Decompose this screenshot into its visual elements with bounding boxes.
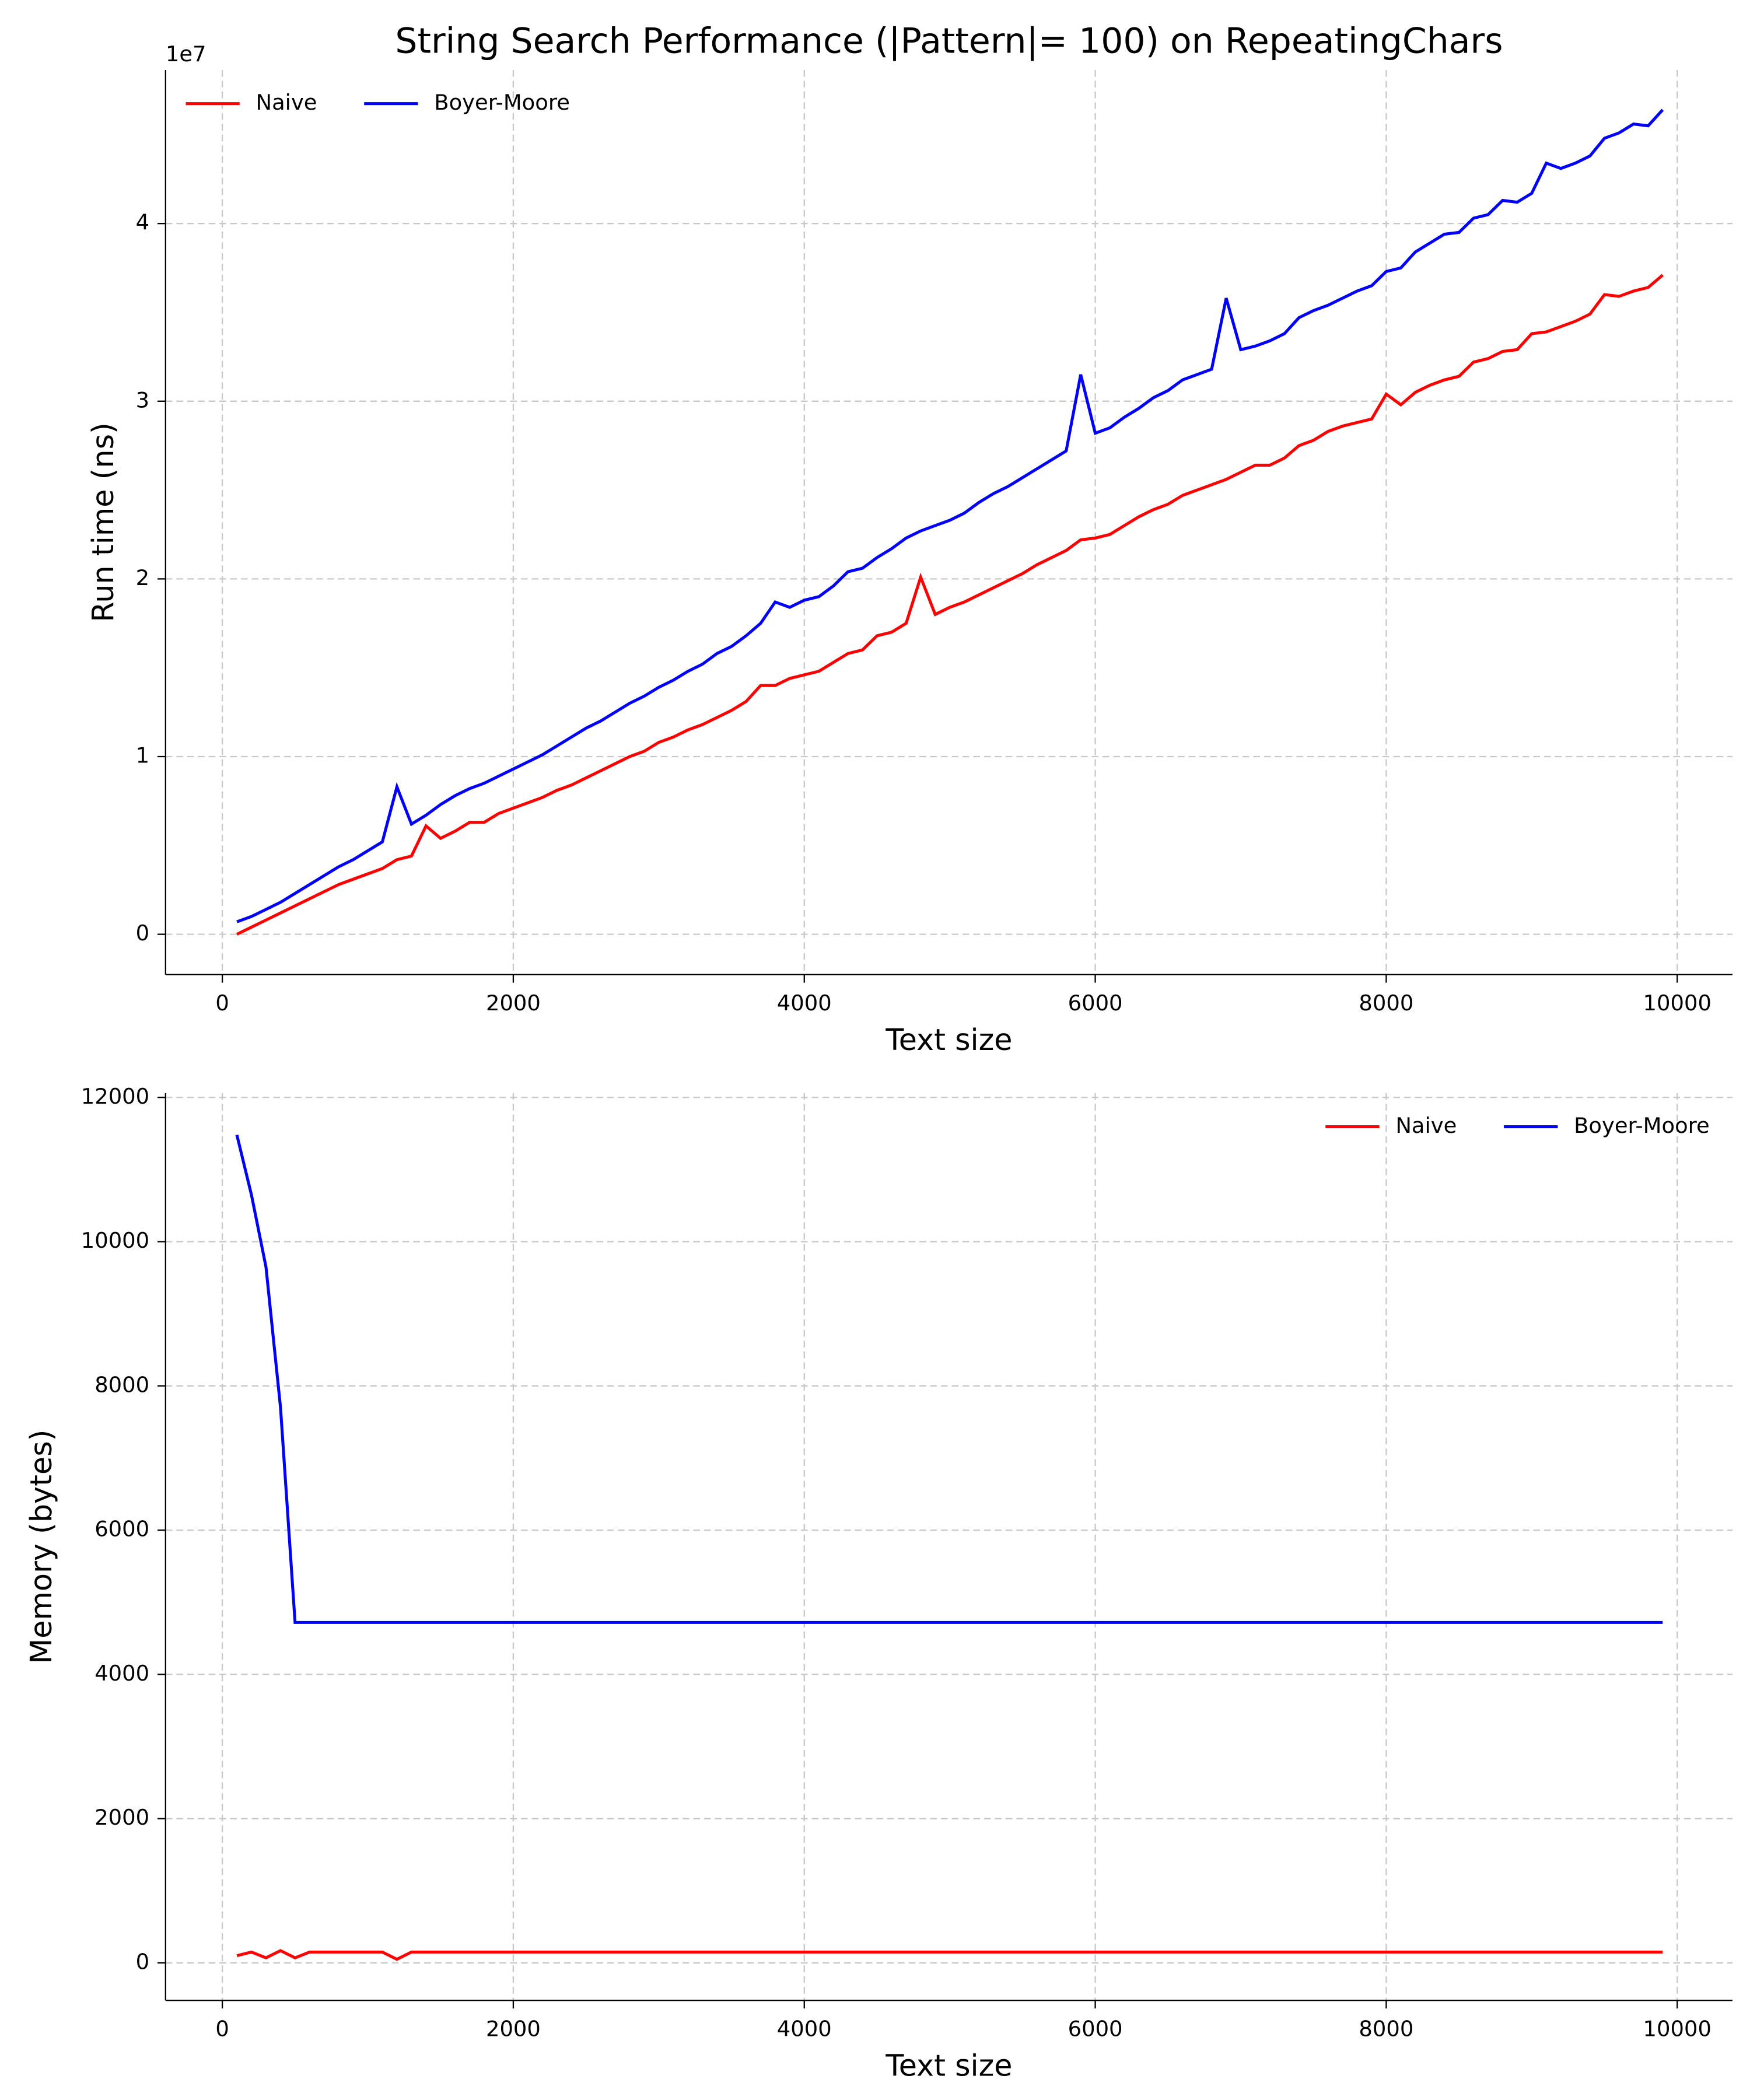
- y-tick-label: 1: [136, 743, 149, 768]
- chart-title: String Search Performance (|Pattern|= 10…: [395, 20, 1503, 61]
- x-tick-label: 0: [215, 2017, 229, 2042]
- x-tick-label: 2000: [486, 991, 541, 1016]
- y-tick-label: 0: [136, 921, 149, 946]
- y-tick-label: 4000: [94, 1661, 149, 1686]
- legend-label: Boyer-Moore: [1574, 1113, 1710, 1138]
- x-tick-label: 8000: [1359, 991, 1413, 1016]
- offset-label: 1e7: [166, 41, 206, 66]
- x-tick-label: 4000: [777, 2017, 832, 2042]
- series-line: [235, 1134, 1663, 1624]
- x-tick-label: 0: [215, 991, 229, 1016]
- series-line: [236, 274, 1664, 936]
- y-tick-label: 2000: [94, 1805, 149, 1830]
- y-tick-label: 12000: [81, 1084, 149, 1109]
- y-tick-label: 10000: [81, 1228, 149, 1253]
- legend-label: Naive: [1395, 1113, 1457, 1138]
- y-tick-label: 8000: [94, 1372, 149, 1397]
- legend: Naive Boyer-Moore: [186, 90, 570, 115]
- y-tick-label: 6000: [94, 1517, 149, 1542]
- x-axis-label: Text size: [885, 1023, 1012, 1057]
- x-tick-label: 2000: [486, 2017, 541, 2042]
- y-tick-label: 0: [136, 1949, 149, 1974]
- x-tick-label: 4000: [777, 991, 832, 1016]
- series-line: [236, 108, 1664, 923]
- legend-label: Naive: [256, 90, 317, 115]
- y-tick-label: 2: [136, 565, 149, 590]
- y-tick-label: 4: [136, 210, 149, 235]
- x-axis-label: Text size: [885, 2049, 1012, 2083]
- legend-label: Boyer-Moore: [434, 90, 570, 115]
- x-tick-label: 10000: [1643, 2017, 1712, 2042]
- legend: Naive Boyer-Moore: [1325, 1113, 1710, 1138]
- x-tick-label: 6000: [1068, 991, 1123, 1016]
- x-tick-label: 6000: [1068, 2017, 1123, 2042]
- y-axis-label: Run time (ns): [86, 422, 120, 622]
- x-tick-label: 10000: [1643, 991, 1712, 1016]
- x-tick-label: 8000: [1359, 2017, 1413, 2042]
- y-tick-label: 3: [136, 387, 149, 412]
- series-line: [236, 1949, 1663, 1961]
- y-axis-label: Memory (bytes): [24, 1430, 58, 1664]
